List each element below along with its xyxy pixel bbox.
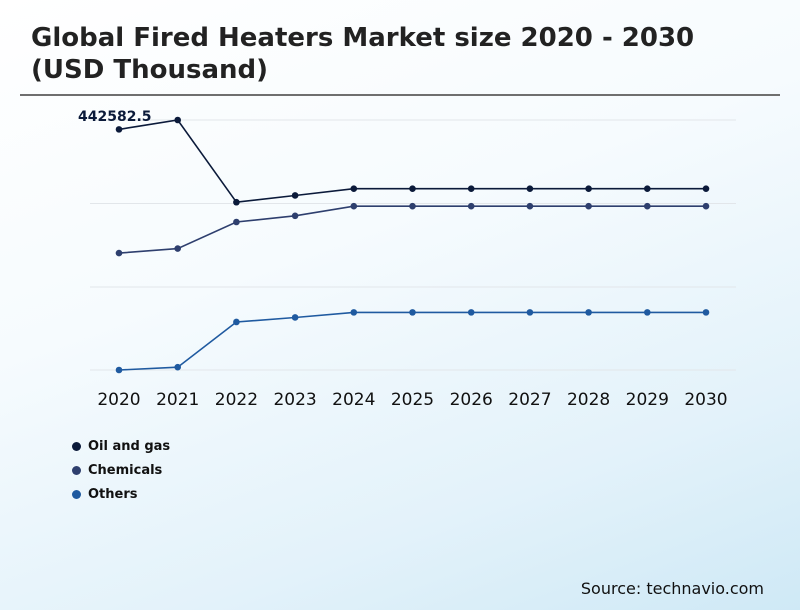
x-axis-ticks: 2020 2021 2022 2023 2024 2025 2026 2027 2028 2029…	[97, 390, 727, 410]
point-s2-2020	[115, 366, 123, 374]
point-s1-2024	[350, 202, 358, 210]
point-s1-2029	[644, 202, 651, 210]
point-s0-2022	[233, 198, 240, 206]
point-s1-2020	[115, 249, 123, 257]
x-tick-label: 2023	[273, 390, 316, 410]
data-labels: 442582.5	[78, 109, 152, 125]
point-s0-2020	[115, 126, 123, 133]
point-s2-2027	[526, 309, 534, 316]
point-s0-2025	[409, 185, 416, 192]
legend-label: Chemicals	[88, 462, 163, 478]
source-note: Source: technavio.com	[580, 579, 764, 598]
legend-label: Others	[88, 486, 138, 502]
series-line-2	[118, 311, 706, 371]
point-s1-2027	[526, 202, 534, 210]
series-line-1	[118, 205, 706, 254]
title-divider	[20, 94, 780, 96]
point-s0-2023	[291, 192, 299, 199]
legend-marker	[72, 465, 81, 475]
point-s2-2022	[233, 318, 240, 326]
x-tick-label: 2028	[567, 390, 610, 410]
point-s0-2024	[350, 185, 358, 192]
legend-marker	[72, 441, 81, 451]
x-tick-label: 2020	[97, 390, 140, 410]
point-s0-2026	[467, 185, 475, 192]
point-s1-2026	[467, 202, 475, 210]
point-s0-2027	[526, 185, 534, 192]
legend: Oil and gas Chemicals Others	[72, 434, 170, 506]
point-s2-2026	[467, 309, 475, 316]
legend-item-0: Oil and gas	[72, 434, 170, 458]
point-s1-2030	[702, 202, 710, 210]
point-s1-2022	[233, 218, 240, 226]
legend-label: Oil and gas	[88, 438, 171, 454]
legend-item-1: Chemicals	[72, 458, 170, 482]
point-s1-2028	[585, 202, 592, 210]
legend-item-2: Others	[72, 482, 170, 506]
point-s2-2028	[585, 309, 592, 316]
legend-marker	[72, 489, 81, 499]
point-s1-2025	[409, 202, 416, 210]
data-label: 442582.5	[78, 109, 152, 125]
x-tick-label: 2021	[156, 390, 199, 410]
x-tick-label: 2024	[332, 390, 375, 410]
point-s2-2024	[350, 309, 358, 316]
series-points	[115, 116, 710, 374]
point-s2-2025	[409, 309, 416, 316]
x-tick-label: 2029	[626, 390, 669, 410]
x-tick-label: 2026	[450, 390, 493, 410]
point-s0-2030	[702, 185, 710, 192]
point-s1-2023	[291, 212, 299, 220]
x-tick-label: 2025	[391, 390, 434, 410]
point-s2-2021	[174, 363, 181, 371]
point-s2-2023	[291, 314, 299, 321]
point-s2-2030	[702, 309, 710, 316]
point-s2-2029	[644, 309, 651, 316]
series-lines	[118, 119, 706, 371]
x-tick-label: 2030	[684, 390, 727, 410]
point-s0-2028	[585, 185, 592, 192]
point-s0-2021	[174, 116, 181, 124]
x-tick-label: 2027	[508, 390, 551, 410]
point-s0-2029	[644, 185, 651, 192]
x-tick-label: 2022	[215, 390, 258, 410]
point-s1-2021	[174, 245, 181, 252]
line-chart: 2020 2021 2022 2023 2024 2025 2026 2027 2028 2029…	[78, 109, 736, 410]
chart-title: Global Fired Heaters Market size 2020 - …	[31, 23, 695, 85]
